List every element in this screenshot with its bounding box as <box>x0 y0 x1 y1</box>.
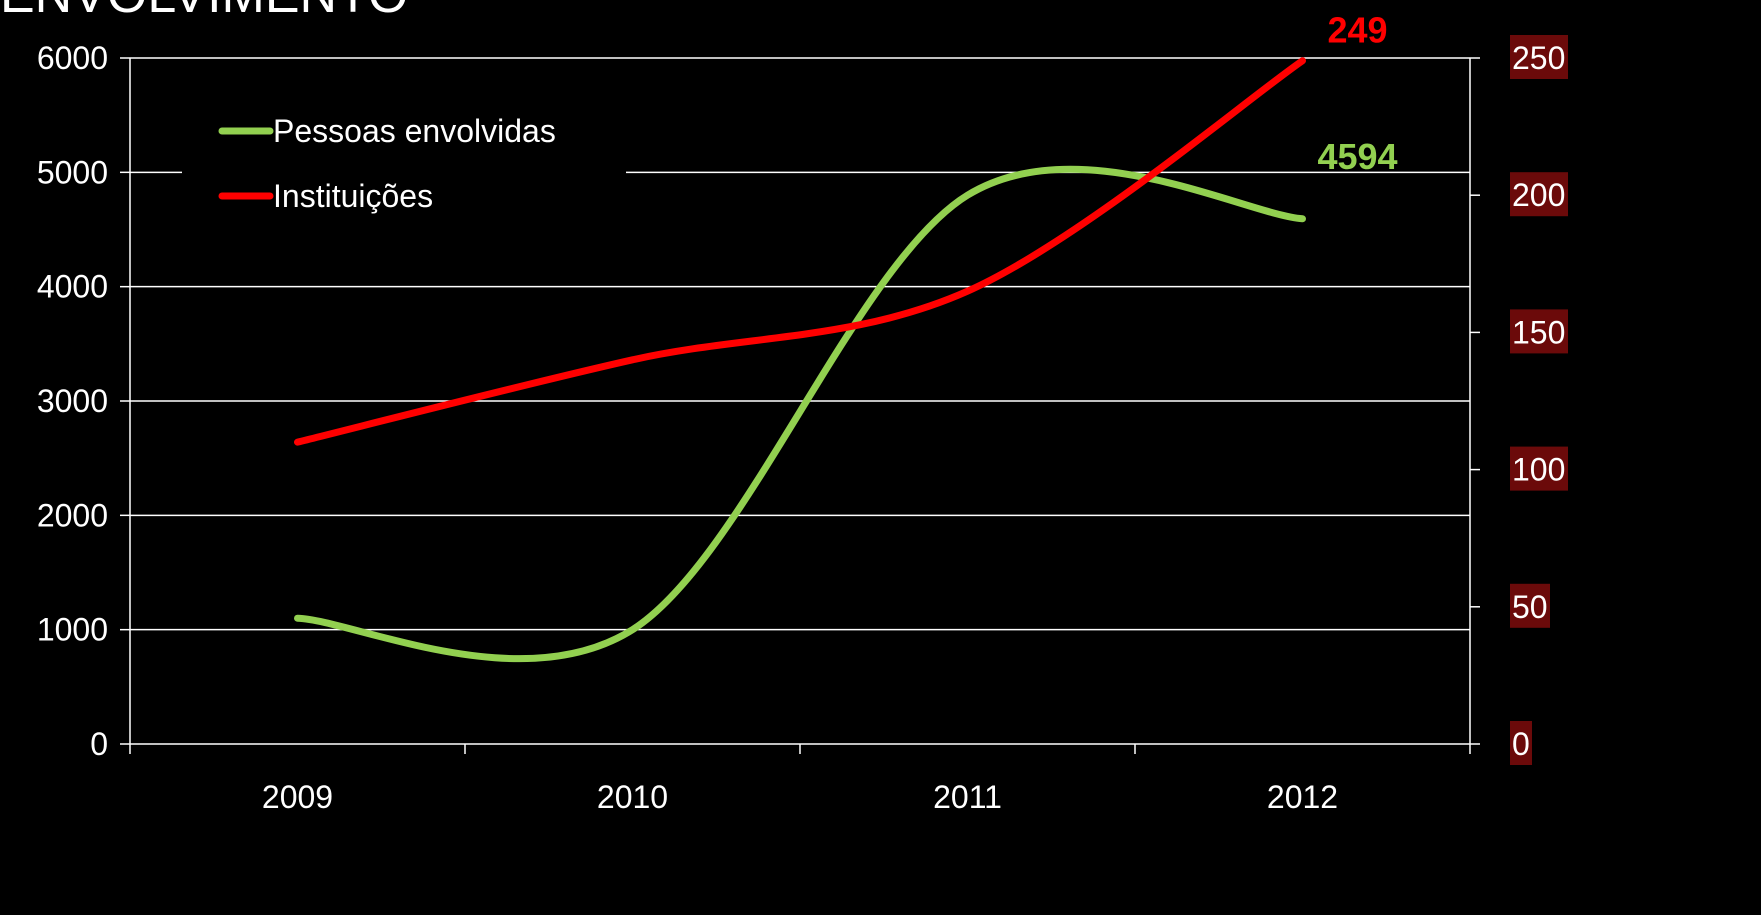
left-tick-label: 5000 <box>37 154 108 190</box>
legend-box <box>182 95 626 230</box>
end-value-label-1: 249 <box>1327 10 1387 51</box>
left-tick-label: 3000 <box>37 383 108 419</box>
right-tick-label: 200 <box>1512 177 1565 213</box>
right-tick-label: 50 <box>1512 589 1548 625</box>
right-axis-ticks: 0 50 100 150 200 250 <box>1510 35 1568 765</box>
left-axis-ticks: 0 1000 2000 3000 4000 5000 6000 <box>37 40 108 762</box>
right-tick-background <box>1510 309 1568 354</box>
left-tick-label: 2000 <box>37 497 108 533</box>
x-tick-label: 2009 <box>262 779 333 815</box>
right-tick-label: 250 <box>1512 40 1565 76</box>
right-tick-background <box>1510 446 1568 491</box>
legend-label: Instituições <box>273 178 433 214</box>
x-tick-label: 2010 <box>597 779 668 815</box>
series-line-0 <box>294 165 1306 663</box>
left-tick-label: 0 <box>90 726 108 762</box>
left-tick-label: 1000 <box>37 612 108 648</box>
right-tick-label: 100 <box>1512 452 1565 488</box>
right-tick-label: 0 <box>1512 726 1530 762</box>
end-value-label-0: 4594 <box>1317 136 1397 177</box>
series-line-1 <box>294 57 1306 446</box>
legend: Pessoas envolvidas Instituições <box>218 113 556 214</box>
axes <box>120 57 1480 754</box>
left-tick-label: 6000 <box>37 40 108 76</box>
x-axis-ticks: 2009 2010 2011 2012 <box>262 779 1338 815</box>
right-tick-background <box>1510 583 1550 628</box>
legend-background <box>182 95 626 230</box>
right-tick-background <box>1510 721 1532 765</box>
right-tick-background <box>1510 35 1568 79</box>
right-tick-label: 150 <box>1512 314 1565 350</box>
legend-label: Pessoas envolvidas <box>273 113 556 149</box>
chart-title: ENVOLVIMENTO <box>0 0 408 24</box>
right-tick-background <box>1510 172 1568 217</box>
x-tick-label: 2012 <box>1267 779 1338 815</box>
left-tick-label: 4000 <box>37 269 108 305</box>
series-lines <box>294 57 1306 663</box>
x-tick-label: 2011 <box>933 779 1002 815</box>
data-labels: 4594 249 <box>1317 10 1397 177</box>
